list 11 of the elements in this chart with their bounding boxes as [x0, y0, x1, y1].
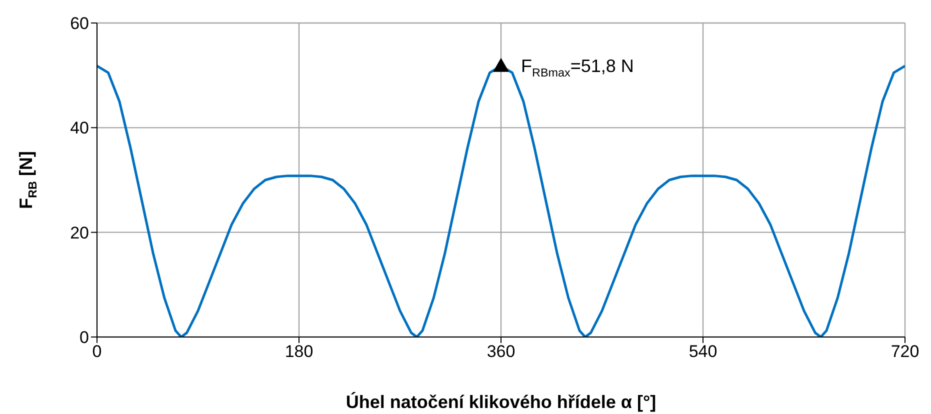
x-tick-label: 180 [284, 342, 314, 362]
y-tick-label: 40 [70, 118, 89, 138]
x-tick-label: 720 [890, 342, 920, 362]
x-tick-label: 540 [688, 342, 718, 362]
x-tick-label: 360 [486, 342, 516, 362]
x-tick-label: 0 [92, 342, 102, 362]
y-tick-label: 60 [70, 14, 89, 34]
y-tick-label: 20 [70, 223, 89, 242]
annotation: F$_{RBmax}$=51,8 N [521, 56, 634, 80]
x-axis-title: Úhel natočení klikového hřídele α [°] [346, 392, 656, 412]
y-tick-label: 0 [80, 328, 89, 348]
